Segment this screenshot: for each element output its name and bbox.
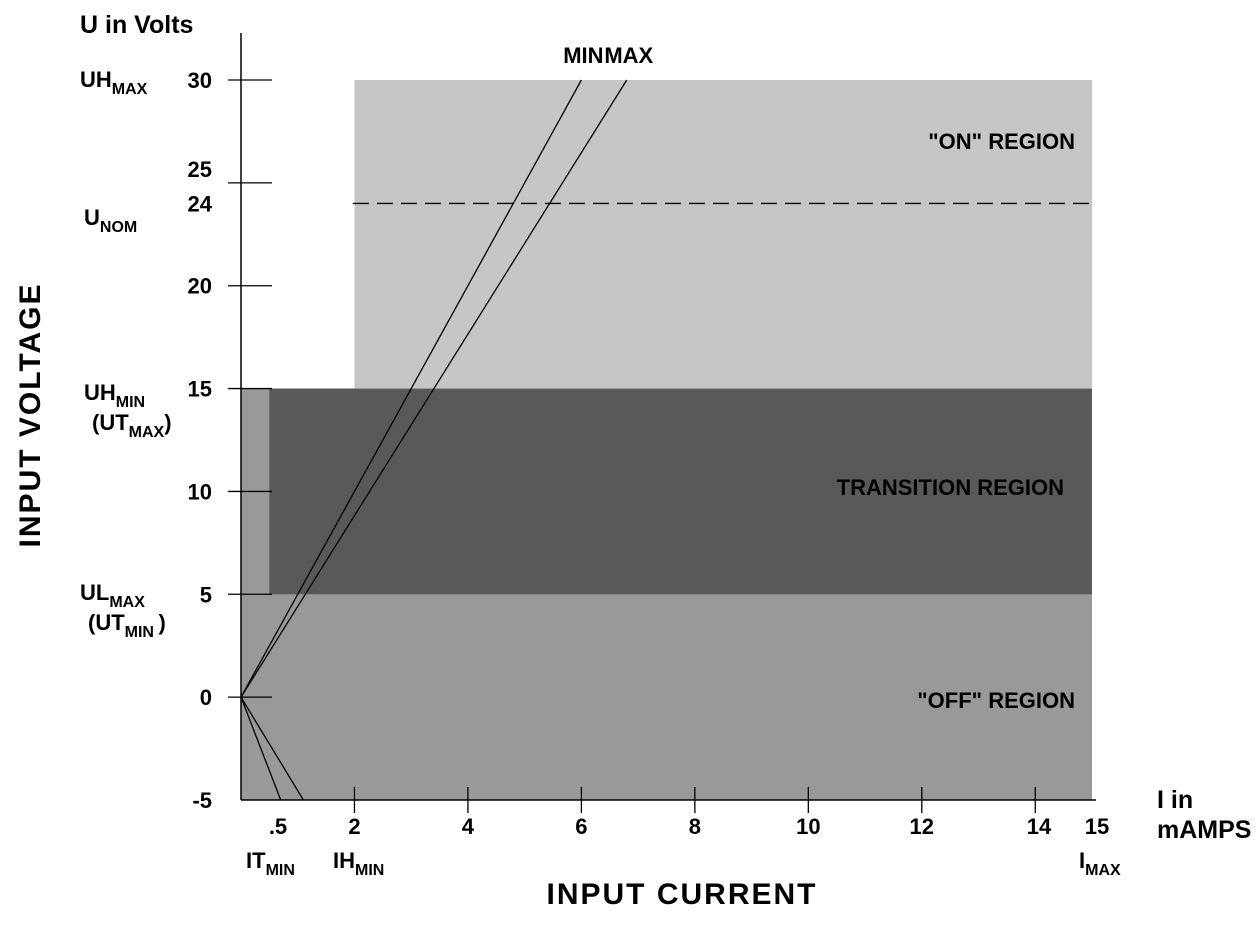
y-tick-label-5: -5	[192, 788, 212, 813]
x-tick-label-10: 10	[796, 814, 820, 839]
y-annotation-utmin: (UTMIN )	[88, 610, 166, 641]
y-axis-title: INPUT VOLTAGE	[14, 283, 47, 548]
x-tick-label-8: 8	[689, 814, 701, 839]
y-tick-label-5: 5	[200, 582, 212, 607]
axes-layer	[228, 33, 1096, 813]
series-line-4	[240, 696, 304, 801]
y-tick-label-10: 10	[188, 479, 212, 504]
x-tick-label-6: 6	[575, 814, 587, 839]
series-label-max: MAX	[604, 43, 653, 68]
y-tick-label-20: 20	[188, 274, 212, 299]
region-transition-region	[269, 388, 1092, 595]
series-label-min: MIN	[563, 43, 603, 68]
y-annotation-unom: UNOM	[84, 205, 137, 236]
region-label-on-region: "ON" REGION	[928, 129, 1075, 154]
y-annotation-ulmax: ULMAX	[80, 580, 145, 611]
y-tick-label-25: 25	[188, 157, 212, 182]
x-tick-label-4: 4	[462, 814, 475, 839]
y-annotation-uhmin: UHMIN	[84, 380, 145, 411]
series-line-min	[240, 79, 582, 698]
x-annotation-imax: IMAX	[1079, 848, 1121, 879]
x-axis-title: INPUT CURRENT	[547, 878, 818, 911]
series-layer	[240, 79, 628, 801]
region-on-region	[354, 80, 1092, 389]
x-tick-label-15: 15	[1085, 814, 1109, 839]
y-annotation-utmax: (UTMAX)	[92, 410, 172, 441]
x-annotation-itmin: ITMIN	[246, 848, 295, 879]
series-line-3	[240, 696, 282, 801]
region-label-off-region: "OFF" REGION	[917, 688, 1075, 713]
y-tick-label-30: 30	[188, 68, 212, 93]
x-tick-label-5: .5	[269, 814, 287, 839]
x-unit-label-line2: mAMPS	[1157, 816, 1251, 844]
regions-layer	[241, 80, 1092, 800]
y-unit-label: U in Volts	[80, 11, 193, 39]
x-tick-label-14: 14	[1027, 814, 1052, 839]
x-tick-label-2: 2	[348, 814, 360, 839]
x-annotation-ihmin: IHMIN	[333, 848, 384, 879]
text-layer: "OFF" REGION TRANSITION REGION "ON" REGION…	[80, 43, 1121, 879]
y-tick-label-15: 15	[188, 377, 212, 402]
x-tick-label-12: 12	[910, 814, 934, 839]
y-annotation-uhmax: UHMAX	[80, 67, 148, 98]
y-tick-label-0: 0	[200, 685, 212, 710]
region-label-transition-region: TRANSITION REGION	[837, 475, 1064, 500]
y-tick-label-24: 24	[188, 191, 213, 216]
series-line-max	[240, 79, 628, 698]
x-unit-label-line1: I in	[1157, 786, 1193, 814]
